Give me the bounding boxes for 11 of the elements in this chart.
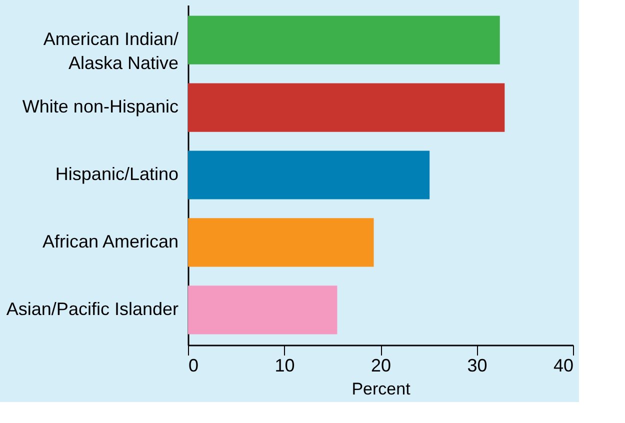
y-tick-label: African American (42, 231, 178, 252)
y-tick-label: Hispanic/Latino (55, 164, 178, 184)
x-tick-label: 30 (467, 356, 488, 376)
y-tick-label: Asian/Pacific Islander (6, 298, 178, 319)
x-tick-label: 10 (274, 356, 295, 376)
x-tick-label: 20 (370, 356, 392, 376)
y-tick-label: White non-Hispanic (22, 96, 178, 117)
x-axis-title: Percent (352, 380, 411, 398)
y-tick-label: American Indian/ Alaska Native (43, 29, 178, 74)
x-tick-label: 40 (553, 356, 574, 376)
x-tick-label: 0 (188, 356, 199, 376)
